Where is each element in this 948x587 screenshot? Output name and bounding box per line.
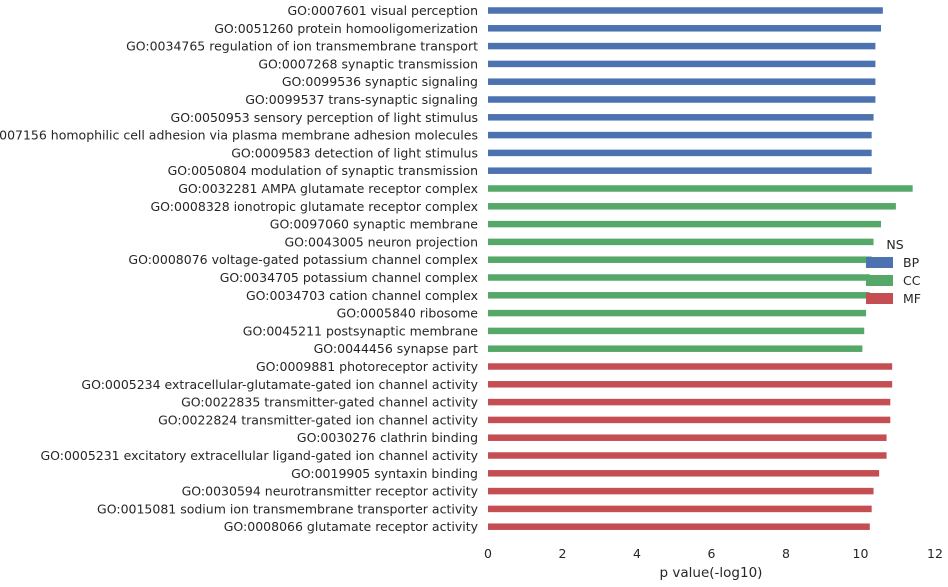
category-label-7: GO:0050953 sensory perception of light s… (171, 110, 478, 125)
x-tick-label-0: 0 (484, 546, 492, 561)
category-label-28: GO:0030594 neurotransmitter receptor act… (182, 484, 479, 499)
x-tick-label-8: 8 (782, 546, 790, 561)
bar-2 (488, 25, 881, 32)
bar-8 (488, 131, 872, 139)
category-label-29: GO:0015081 sodium ion transmembrane tran… (97, 501, 479, 516)
bar-23 (488, 398, 891, 406)
category-label-19: GO:0045211 postsynaptic membrane (243, 323, 479, 338)
category-label-3: GO:0034765 regulation of ion transmembra… (126, 39, 478, 54)
bar-28 (488, 487, 874, 495)
category-label-8: GO:0007156 homophilic cell adhesion via … (0, 128, 478, 143)
legend-title: NS (886, 237, 903, 252)
category-label-5: GO:0099536 synaptic signaling (282, 74, 478, 89)
bar-13 (488, 220, 881, 228)
legend-swatch-bp (866, 257, 893, 268)
category-label-17: GO:0034703 cation channel complex (246, 288, 478, 303)
category-label-24: GO:0022824 transmitter-gated ion channel… (158, 412, 479, 427)
bar-29 (488, 505, 872, 513)
legend-label-bp: BP (903, 255, 920, 270)
bar-20 (488, 345, 863, 352)
category-label-27: GO:0019905 syntaxin binding (291, 466, 478, 481)
category-label-2: GO:0051260 protein homooligomerization (214, 21, 478, 36)
bar-5 (488, 78, 876, 85)
category-label-13: GO:0097060 synaptic membrane (270, 217, 479, 232)
bar-4 (488, 60, 876, 68)
bar-18 (488, 309, 867, 317)
category-label-30: GO:0008066 glutamate receptor activity (224, 519, 479, 534)
x-tick-label-6: 6 (708, 546, 716, 561)
x-tick-label-12: 12 (927, 546, 943, 561)
bar-6 (488, 96, 876, 103)
category-label-26: GO:0005231 excitatory extracellular liga… (40, 448, 478, 463)
category-label-21: GO:0009881 photoreceptor activity (256, 359, 479, 374)
category-label-10: GO:0050804 modulation of synaptic transm… (168, 163, 478, 178)
category-label-4: GO:0007268 synaptic transmission (258, 56, 478, 71)
category-label-25: GO:0030276 clathrin binding (297, 430, 478, 445)
legend-swatch-cc (866, 275, 893, 286)
bar-10 (488, 167, 872, 174)
bar-24 (488, 416, 891, 424)
x-axis-label: p value(-log10) (660, 565, 763, 581)
x-tick-labels: 0 2 4 6 8 10 12 (484, 546, 943, 561)
x-tick-label-4: 4 (633, 546, 641, 561)
bar-16 (488, 274, 870, 281)
legend-label-cc: CC (903, 273, 921, 288)
bar-11 (488, 185, 913, 192)
bar-7 (488, 114, 874, 121)
legend: NS BP CC MF (866, 237, 921, 306)
category-labels: GO:0007601 visual perception GO:0051260 p… (0, 3, 479, 534)
legend-swatch-mf (866, 293, 893, 304)
category-label-18: GO:0005840 ribosome (337, 306, 479, 321)
category-label-14: GO:0043005 neuron projection (284, 234, 478, 249)
bar-25 (488, 434, 887, 441)
category-label-23: GO:0022835 transmitter-gated channel act… (181, 395, 478, 410)
category-label-1: GO:0007601 visual perception (287, 3, 478, 18)
bar-15 (488, 256, 872, 263)
x-tick-label-10: 10 (853, 546, 869, 561)
category-label-15: GO:0008076 voltage-gated potassium chann… (128, 252, 478, 267)
bar-17 (488, 292, 870, 299)
bar-22 (488, 381, 893, 388)
bar-19 (488, 327, 865, 335)
x-tick-label-2: 2 (559, 546, 567, 561)
category-label-16: GO:0034705 potassium channel complex (220, 270, 478, 285)
category-label-6: GO:0099537 trans-synaptic signaling (245, 92, 478, 107)
bar-27 (488, 470, 880, 477)
category-label-22: GO:0005234 extracellular-glutamate-gated… (81, 377, 478, 392)
category-label-20: GO:0044456 synapse part (314, 341, 478, 356)
bar-26 (488, 452, 887, 459)
bars-layer (488, 7, 913, 530)
bar-3 (488, 42, 876, 50)
bar-9 (488, 149, 872, 157)
bar-1 (488, 7, 883, 14)
category-label-11: GO:0032281 AMPA glutamate receptor compl… (178, 181, 478, 196)
category-label-12: GO:0008328 ionotropic glutamate receptor… (151, 199, 479, 214)
bar-14 (488, 238, 874, 246)
legend-label-mf: MF (903, 291, 921, 306)
bar-30 (488, 523, 870, 530)
bar-21 (488, 363, 893, 370)
bar-12 (488, 203, 896, 210)
category-label-9: GO:0009583 detection of light stimulus (231, 145, 478, 160)
